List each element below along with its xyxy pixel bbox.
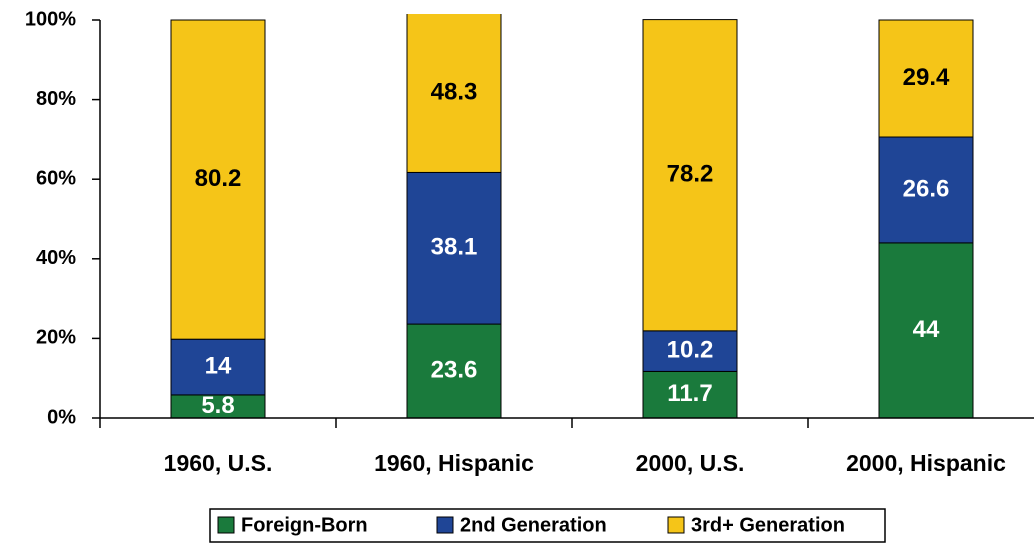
bar-segment: [406, 14, 502, 173]
y-tick-label: 20%: [36, 327, 76, 349]
bar-segment: [878, 19, 974, 138]
y-tick-label: 100%: [25, 8, 76, 30]
legend-swatch: [436, 516, 454, 534]
data-label: 10.2: [667, 336, 714, 363]
legend-swatch: [217, 516, 235, 534]
y-tick-label: 0%: [47, 406, 76, 428]
y-tick-label: 40%: [36, 247, 76, 269]
data-label: 5.8: [201, 392, 234, 419]
data-label: 44: [913, 316, 940, 343]
bar-segment: [406, 171, 502, 325]
x-tick-label: 2000, Hispanic: [846, 450, 1006, 476]
data-label: 29.4: [903, 64, 950, 91]
bar-segment: [170, 338, 266, 396]
bar-segment: [642, 330, 738, 372]
bar-segment: [642, 19, 738, 332]
y-tick-label: 60%: [36, 167, 76, 189]
legend-frame: [209, 508, 886, 543]
data-label: 80.2: [195, 165, 242, 192]
data-label: 23.6: [431, 356, 478, 383]
x-tick-label: 2000, U.S.: [636, 450, 745, 476]
legend-label: 2nd Generation: [460, 514, 607, 536]
plot-area: [170, 14, 974, 419]
legend-label: 3rd+ Generation: [691, 514, 845, 536]
data-label: 14: [205, 352, 232, 379]
data-label: 48.3: [431, 79, 478, 106]
data-label: 26.6: [903, 175, 950, 202]
bar-segment: [406, 323, 502, 419]
y-tick-label: 80%: [36, 88, 76, 110]
bar-segment: [642, 370, 738, 419]
data-label: 38.1: [431, 234, 478, 261]
bar-segment: [170, 19, 266, 340]
legend-label: Foreign-Born: [241, 514, 368, 536]
x-tick-label: 1960, U.S.: [164, 450, 273, 476]
data-label: 11.7: [667, 380, 712, 407]
bar-segment: [878, 242, 974, 419]
data-label: 78.2: [667, 161, 714, 188]
x-tick-label: 1960, Hispanic: [374, 450, 534, 476]
legend-swatch: [667, 516, 685, 534]
bar-segment: [878, 136, 974, 244]
